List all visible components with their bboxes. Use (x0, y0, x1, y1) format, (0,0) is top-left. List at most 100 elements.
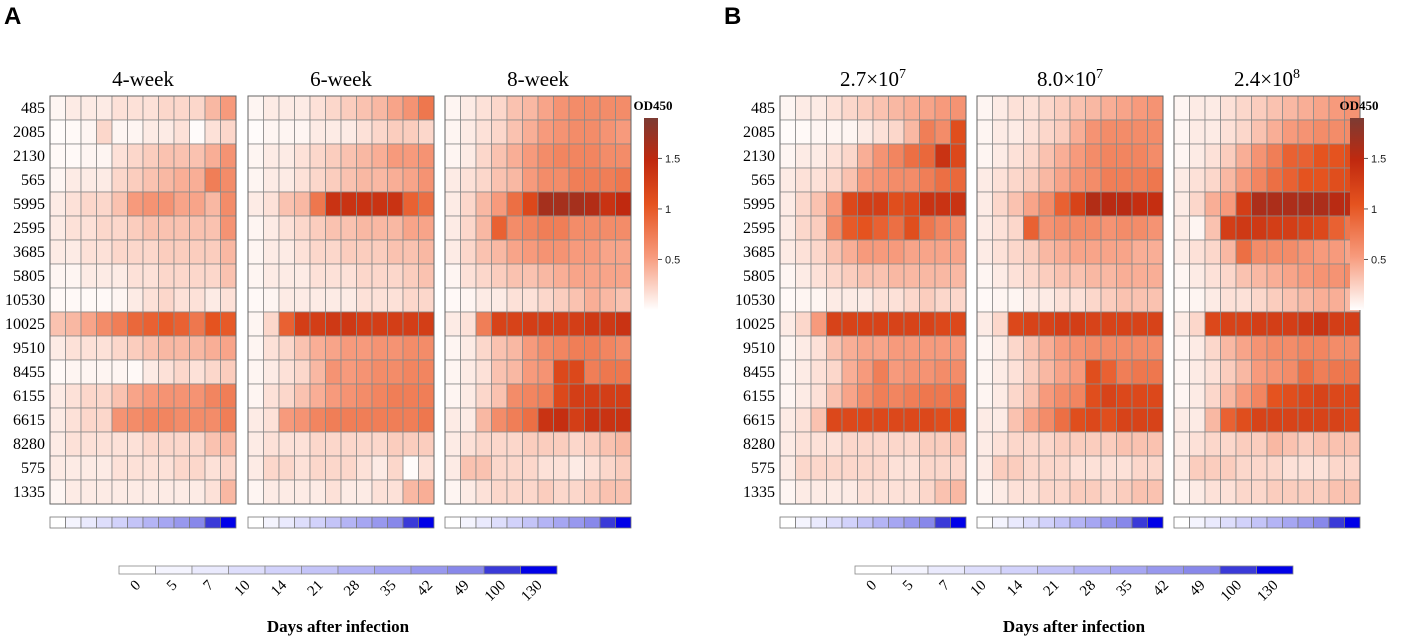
heatmap-cell (204, 167, 221, 193)
heatmap-cell (795, 215, 812, 241)
heatmap-cell (491, 119, 508, 145)
heatmap-cell (158, 431, 175, 457)
heatmap-cell (309, 407, 326, 433)
heatmap-cell (309, 191, 326, 217)
heatmap-cell (325, 263, 342, 289)
heatmap-cell (872, 431, 889, 457)
heatmap-cell (1297, 431, 1314, 457)
heatmap-cell (371, 287, 388, 313)
heatmap-cell (1297, 143, 1314, 169)
heatmap-cell (553, 311, 570, 337)
heatmap-cell (204, 287, 221, 313)
heatmap-cell (475, 215, 492, 241)
heatmap-cell (1038, 407, 1055, 433)
heatmap-cell (1204, 455, 1221, 481)
heatmap-cell (173, 455, 190, 481)
heatmap-cell (599, 119, 616, 145)
row-label: 5995 (743, 196, 775, 213)
heatmap-cell (568, 143, 585, 169)
heatmap-cell (976, 335, 993, 361)
heatmap-cell (1235, 479, 1252, 505)
heatmap-cell (1204, 431, 1221, 457)
heatmap-cell (371, 239, 388, 265)
heatmap-cell (615, 431, 632, 457)
heatmap-cell (325, 407, 342, 433)
heatmap-cell (1131, 143, 1148, 169)
row-label: 6615 (13, 412, 45, 429)
heatmap-cell (992, 455, 1009, 481)
heatmap-cell (826, 479, 843, 505)
heatmap-cell (903, 479, 920, 505)
heatmap-cell (371, 119, 388, 145)
heatmap-cell (1069, 215, 1086, 241)
heatmap-cell (158, 215, 175, 241)
heatmap-cell (142, 383, 159, 409)
heatmap-cell (491, 239, 508, 265)
heatmap-cell (1328, 239, 1345, 265)
heatmap-cell (826, 119, 843, 145)
heatmap-cell (1116, 287, 1133, 313)
heatmap-cell (950, 215, 967, 241)
heatmap-cell (189, 215, 206, 241)
heatmap-cell (444, 335, 461, 361)
heatmap-cell (779, 143, 796, 169)
heatmap-cell (810, 335, 827, 361)
heatmap-cell (460, 359, 477, 385)
heatmap-cell (1131, 407, 1148, 433)
colorbar-tick-label: 0.5 (1371, 254, 1386, 266)
heatmap-cell (418, 479, 435, 505)
heatmap-cell (976, 479, 993, 505)
day-strip-cell (111, 516, 128, 529)
heatmap-cell (189, 455, 206, 481)
day-strip-cell (96, 516, 113, 529)
heatmap-cell (65, 383, 82, 409)
heatmap-cell (387, 263, 404, 289)
heatmap-cell (1235, 239, 1252, 265)
heatmap-cell (919, 335, 936, 361)
row-label: 8280 (13, 436, 45, 453)
heatmap-cell (49, 119, 66, 145)
row-label: 3685 (743, 244, 775, 261)
heatmap-cell (795, 167, 812, 193)
heatmap-cell (615, 191, 632, 217)
heatmap-cell (1251, 119, 1268, 145)
heatmap-cell (418, 287, 435, 313)
heatmap-cell (418, 263, 435, 289)
heatmap-cell (872, 311, 889, 337)
heatmap-cell (356, 311, 373, 337)
heatmap-cell (992, 95, 1009, 121)
heatmap-frame (976, 95, 1164, 505)
heatmap-cell (340, 263, 357, 289)
heatmap-cell (325, 311, 342, 337)
day-strip-cell (1116, 516, 1133, 529)
heatmap-cell (189, 359, 206, 385)
day-legend-swatch (483, 565, 521, 575)
heatmap-cell (1282, 431, 1299, 457)
heatmap-cell (1297, 479, 1314, 505)
heatmap-cell (189, 263, 206, 289)
heatmap-cell (371, 383, 388, 409)
heatmap-cell (934, 143, 951, 169)
heatmap-cell (584, 191, 601, 217)
day-strip-cell (1147, 516, 1164, 529)
day-strip-cell (1344, 516, 1361, 529)
heatmap-cell (173, 431, 190, 457)
heatmap-cell (1235, 119, 1252, 145)
heatmap-cell (444, 431, 461, 457)
heatmap-cell (173, 167, 190, 193)
heatmap-cell (568, 287, 585, 313)
heatmap-cell (857, 455, 874, 481)
heatmap-cell (599, 311, 616, 337)
heatmap-cell (568, 359, 585, 385)
heatmap-cell (1297, 335, 1314, 361)
heatmap-cell (568, 119, 585, 145)
heatmap-cell (1131, 431, 1148, 457)
heatmap-cell (537, 263, 554, 289)
heatmap-cell (584, 455, 601, 481)
heatmap-cell (779, 455, 796, 481)
heatmap-cell (309, 311, 326, 337)
heatmap-cell (1038, 167, 1055, 193)
heatmap-cell (599, 359, 616, 385)
day-strip-cell (919, 516, 936, 529)
heatmap-cell (1266, 143, 1283, 169)
